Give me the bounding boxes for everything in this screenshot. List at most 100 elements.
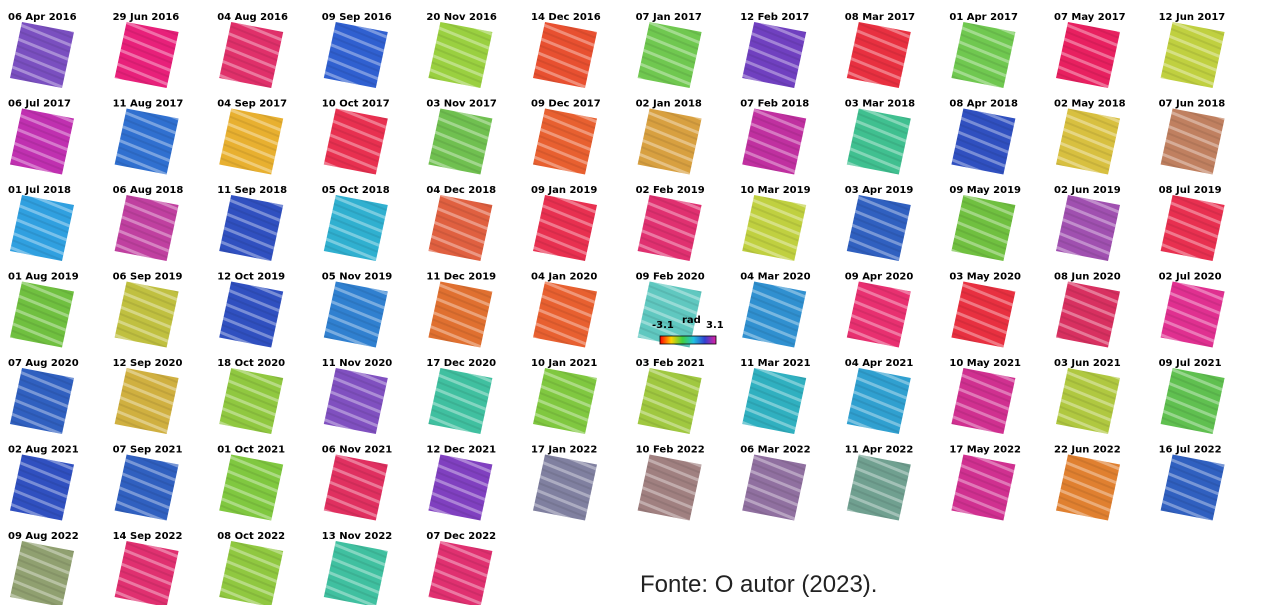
- interferogram-tile: 09 May 2019: [949, 185, 1021, 261]
- tile-date: 02 Jul 2020: [1159, 272, 1222, 283]
- tile-date: 07 Sep 2021: [113, 445, 183, 456]
- interferogram-tile: 01 Apr 2017: [949, 12, 1018, 88]
- tile-date: 04 Mar 2020: [740, 272, 810, 283]
- interferogram-fringes: [847, 195, 911, 261]
- tile-date: 03 May 2020: [949, 272, 1021, 283]
- interferogram-fringes: [115, 109, 179, 175]
- interferogram-fringes: [951, 109, 1015, 175]
- tile-date: 02 Aug 2021: [8, 445, 79, 456]
- interferogram-tile: 07 Dec 2022: [426, 531, 496, 605]
- tile-date: 04 Jan 2020: [531, 272, 597, 283]
- interferogram-fringes: [219, 541, 283, 605]
- interferogram-tile: 02 Jun 2019: [1054, 185, 1121, 261]
- interferogram-fringes: [115, 22, 179, 88]
- tile-date: 11 Mar 2021: [740, 358, 810, 369]
- interferogram-fringes: [219, 455, 283, 521]
- interferogram-tile: 06 Sep 2019: [113, 272, 183, 348]
- interferogram-tile: 10 Oct 2017: [322, 99, 390, 175]
- interferogram-tile: 04 Aug 2016: [217, 12, 288, 88]
- interferogram-fringes: [1056, 455, 1120, 521]
- tile-date: 16 Jul 2022: [1159, 445, 1222, 456]
- interferogram-tile: 16 Jul 2022: [1159, 445, 1225, 521]
- tile-date: 01 Jul 2018: [8, 185, 71, 196]
- interferogram-tile: 11 Nov 2020: [322, 358, 393, 434]
- interferogram-tile: 04 Mar 2020: [740, 272, 810, 348]
- interferogram-tile: 03 Feb 2021: [636, 358, 705, 434]
- interferogram-tile: 03 Mar 2018: [845, 99, 915, 175]
- tile-date: 04 Apr 2021: [845, 358, 914, 369]
- tile-date: 12 Oct 2019: [217, 272, 285, 283]
- caption: Fonte: O autor (2023).: [640, 571, 877, 598]
- interferogram-tile: 06 Aug 2018: [113, 185, 184, 261]
- interferogram-tile: 04 Apr 2021: [845, 358, 914, 434]
- interferogram-fringes: [10, 22, 74, 88]
- tile-date: 22 Jun 2022: [1054, 445, 1121, 456]
- interferogram-tile: 03 Nov 2017: [426, 99, 497, 175]
- interferogram-fringes: [638, 109, 702, 175]
- interferogram-fringes: [428, 109, 492, 175]
- interferogram-fringes: [219, 282, 283, 348]
- interferogram-fringes: [638, 22, 702, 88]
- tile-date: 02 May 2018: [1054, 99, 1126, 110]
- interferogram-tile: 09 Dec 2017: [531, 99, 601, 175]
- tile-date: 06 Mar 2022: [740, 445, 810, 456]
- tile-date: 03 Nov 2017: [426, 99, 497, 110]
- tile-date: 01 Apr 2017: [949, 12, 1018, 23]
- tile-date: 01 Oct 2021: [217, 445, 285, 456]
- interferogram-fringes: [115, 541, 179, 605]
- interferogram-fringes: [847, 282, 911, 348]
- interferogram-tile: 06 Apr 2016: [8, 12, 77, 88]
- interferogram-tile: 03 May 2020: [949, 272, 1021, 348]
- tile-date: 11 Sep 2018: [217, 185, 287, 196]
- colorbar-gradient: [660, 336, 716, 344]
- interferogram-fringes: [951, 455, 1015, 521]
- interferogram-tile: 07 Aug 2020: [8, 358, 79, 434]
- interferogram-tile: 08 Jul 2019: [1159, 185, 1225, 261]
- interferogram-fringes: [219, 109, 283, 175]
- tile-date: 08 Mar 2017: [845, 12, 915, 23]
- interferogram-fringes: [324, 109, 388, 175]
- tile-date: 08 Apr 2018: [949, 99, 1018, 110]
- tile-date: 11 Nov 2020: [322, 358, 393, 369]
- interferogram-fringes: [1161, 368, 1225, 434]
- tile-date: 01 Aug 2019: [8, 272, 79, 283]
- interferogram-tile: 01 Aug 2019: [8, 272, 79, 348]
- interferogram-fringes: [428, 282, 492, 348]
- interferogram-fringes: [533, 109, 597, 175]
- interferogram-tile: 08 Oct 2022: [217, 531, 285, 605]
- interferogram-fringes: [324, 282, 388, 348]
- tile-date: 09 Jul 2021: [1159, 358, 1222, 369]
- tile-date: 05 Oct 2018: [322, 185, 390, 196]
- tile-date: 29 Jun 2016: [113, 12, 180, 23]
- interferogram-tile: 17 Jan 2022: [531, 445, 597, 521]
- interferogram-fringes: [115, 368, 179, 434]
- interferogram-tile: 09 Jul 2021: [1159, 358, 1225, 434]
- interferogram-fringes: [1056, 282, 1120, 348]
- interferogram-fringes: [533, 195, 597, 261]
- tile-date: 18 Oct 2020: [217, 358, 285, 369]
- interferogram-tile: 09 Aug 2022: [8, 531, 79, 605]
- tile-date: 06 Aug 2018: [113, 185, 184, 196]
- tile-date: 04 Dec 2018: [426, 185, 496, 196]
- interferogram-fringes: [1056, 22, 1120, 88]
- interferogram-fringes: [115, 455, 179, 521]
- tile-date: 04 Sep 2017: [217, 99, 287, 110]
- tile-date: 07 Aug 2020: [8, 358, 79, 369]
- tile-date: 08 Jul 2019: [1159, 185, 1222, 196]
- interferogram-tile: 06 Nov 2021: [322, 445, 393, 521]
- tile-date: 02 Jun 2019: [1054, 185, 1121, 196]
- figure: 06 Apr 201629 Jun 201604 Aug 201609 Sep …: [0, 0, 1263, 605]
- interferogram-fringes: [1161, 109, 1225, 175]
- interferogram-tile: 17 Dec 2020: [426, 358, 496, 434]
- interferogram-tile: 02 Feb 2019: [636, 185, 705, 261]
- tile-date: 08 Jun 2020: [1054, 272, 1121, 283]
- interferogram-tile: 29 Jun 2016: [113, 12, 180, 88]
- interferogram-fringes: [1161, 195, 1225, 261]
- tile-date: 17 May 2022: [949, 445, 1021, 456]
- tile-date: 03 Feb 2021: [636, 358, 705, 369]
- tile-date: 14 Dec 2016: [531, 12, 601, 23]
- tile-date: 09 Aug 2022: [8, 531, 79, 542]
- interferogram-fringes: [638, 455, 702, 521]
- interferogram-tile: 01 Oct 2021: [217, 445, 285, 521]
